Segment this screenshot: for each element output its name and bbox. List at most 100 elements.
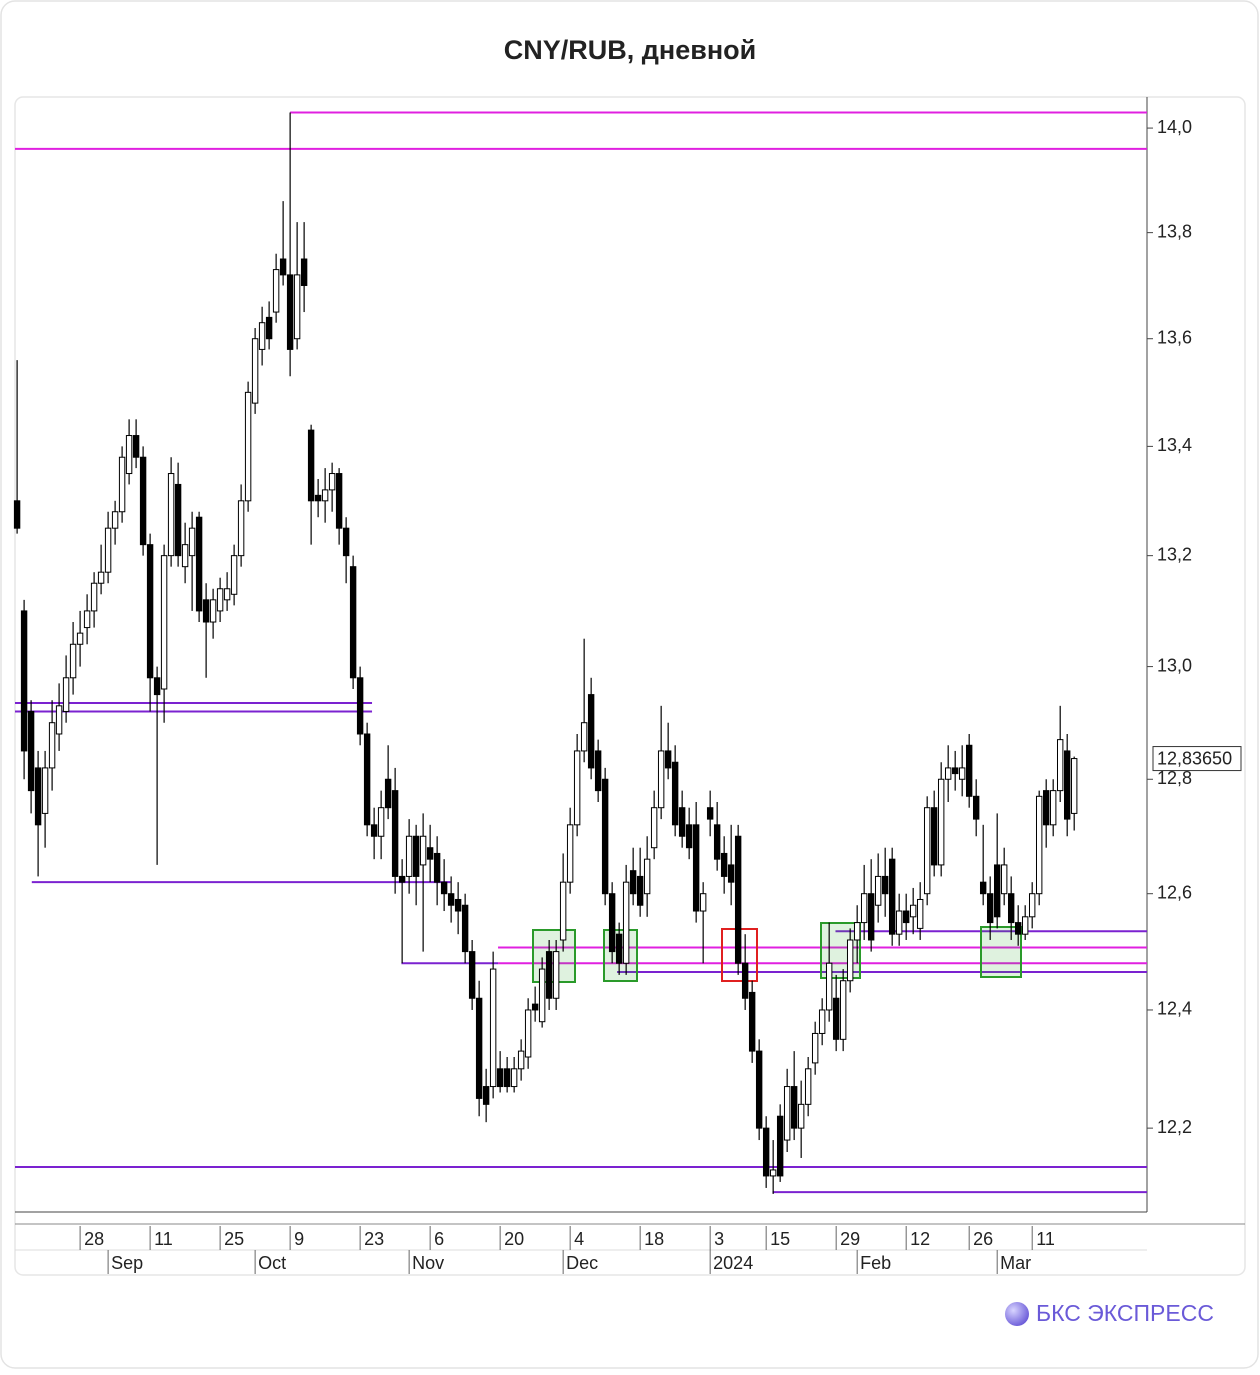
candle-body [209, 599, 217, 623]
y-tick-label: 13,8 [1157, 221, 1192, 241]
x-tick-label: 6 [434, 1229, 444, 1249]
candle-body [279, 258, 287, 276]
candle-body [545, 951, 553, 999]
candle-body [741, 962, 749, 999]
candle-body [160, 555, 168, 690]
candle-body [230, 555, 238, 595]
candle-body [573, 750, 581, 826]
candle-body [909, 904, 917, 918]
x-tick-label: 23 [364, 1229, 384, 1249]
candle-body [930, 807, 938, 866]
candle-body [384, 778, 392, 809]
candle-body [419, 835, 427, 866]
candle-body [20, 610, 28, 752]
candle-body [1000, 864, 1008, 895]
month-tick-label: Feb [860, 1253, 891, 1273]
month-tick-label: Oct [258, 1253, 286, 1273]
y-tick-label: 12,4 [1157, 999, 1192, 1019]
candle-body [510, 1068, 518, 1088]
month-tick-label: Mar [1000, 1253, 1031, 1273]
candle-body [594, 750, 602, 792]
candle-body [90, 582, 98, 612]
candle-body [412, 835, 420, 877]
candle-body [146, 544, 154, 679]
candle-body [1049, 790, 1057, 826]
candle-body [13, 500, 21, 529]
candle-body [118, 456, 126, 513]
candle-body [734, 835, 742, 964]
candle-body [1007, 893, 1015, 924]
candle-body [1028, 893, 1036, 918]
candle-body [993, 864, 1001, 918]
candle-body [335, 473, 343, 529]
candle-body [783, 1086, 791, 1141]
y-tick-label: 13,6 [1157, 327, 1192, 347]
zone-box [980, 926, 1022, 978]
candle-body [811, 1032, 819, 1064]
candle-body [454, 898, 462, 912]
candle-body [1035, 795, 1043, 895]
candle-body [265, 316, 273, 340]
last-price-box [1152, 746, 1242, 772]
candle-body [776, 1115, 784, 1177]
month-tick-label: Sep [111, 1253, 143, 1273]
candle-body [902, 910, 910, 924]
candle-body [41, 767, 49, 814]
candle-body [972, 795, 980, 820]
candle-body [251, 338, 259, 404]
candle-body [1056, 739, 1064, 792]
candle-body [727, 864, 735, 883]
candle-body [937, 778, 945, 866]
candle-body [587, 694, 595, 769]
x-tick-label: 26 [973, 1229, 993, 1249]
candle-body [300, 258, 308, 286]
candle-body [1063, 750, 1071, 820]
candle-body [307, 429, 315, 502]
candle-body [27, 710, 35, 792]
candle-body [244, 391, 252, 502]
logo-icon [1005, 1302, 1029, 1326]
x-tick-label: 20 [504, 1229, 524, 1249]
candle-body [181, 544, 189, 568]
candle-body [69, 643, 77, 679]
month-tick-label: Nov [412, 1253, 444, 1273]
candle-body [391, 790, 399, 877]
candle-body [622, 881, 630, 964]
candle-body [97, 571, 105, 584]
candle-body [174, 483, 182, 557]
x-tick-label: 29 [840, 1229, 860, 1249]
candle-body [202, 599, 210, 623]
candle-body [965, 744, 973, 797]
candle-body [111, 511, 119, 529]
candle-body [685, 824, 693, 849]
candle-body [916, 898, 924, 929]
candle-body [433, 852, 441, 883]
candle-body [223, 588, 231, 601]
candle-body [440, 881, 448, 895]
chart-title: CNY/RUB, дневной [504, 35, 756, 65]
candle-body [447, 893, 455, 906]
logo: БКС ЭКСПРЕСС [1036, 1300, 1214, 1326]
candle-body [321, 489, 329, 502]
candle-body [657, 750, 665, 809]
candle-body [923, 807, 931, 895]
candle-body [1070, 758, 1078, 814]
candle-body [818, 1009, 826, 1034]
candle-body [139, 456, 147, 546]
y-tick-label: 13,2 [1157, 544, 1192, 564]
y-tick-label: 12,2 [1157, 1117, 1192, 1137]
candle-body [132, 435, 140, 458]
candle-body [503, 1068, 511, 1088]
candle-body [713, 824, 721, 860]
candle-body [944, 767, 952, 780]
candle-body [55, 705, 63, 735]
candle-body [804, 1068, 812, 1105]
y-tick-label: 13,4 [1157, 435, 1192, 455]
candle-body [167, 473, 175, 557]
x-tick-label: 25 [224, 1229, 244, 1249]
candle-body [286, 274, 294, 350]
x-tick-label: 11 [1036, 1229, 1055, 1249]
candle-body [580, 722, 588, 752]
candle-body [664, 750, 672, 769]
